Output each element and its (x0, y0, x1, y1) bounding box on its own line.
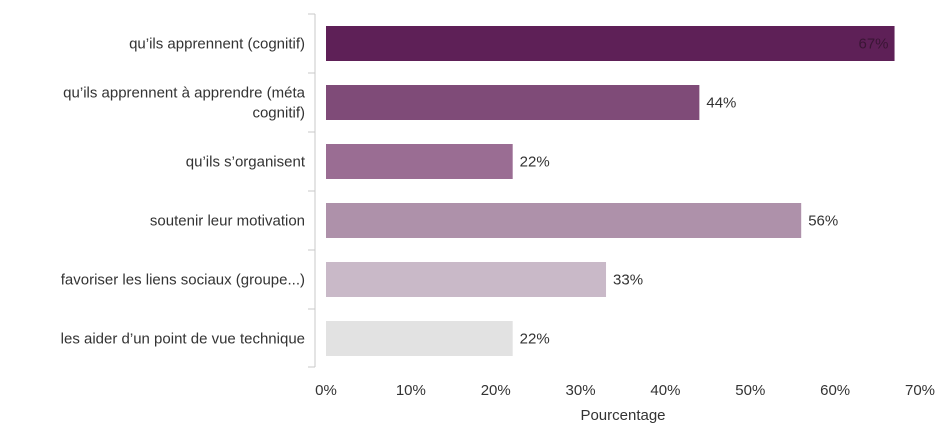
x-tick-label: 50% (735, 382, 765, 399)
category-label: qu’ils s’organisent (186, 154, 306, 171)
category-label: qu’ils apprennent (cognitif) (129, 36, 305, 53)
bar (326, 144, 513, 179)
category-label: qu’ils apprennent à apprendre (méta (63, 85, 305, 102)
bar (326, 262, 607, 297)
category-label: cognitif) (252, 105, 305, 122)
x-tick-label: 60% (820, 382, 850, 399)
x-axis-title: Pourcentage (580, 407, 665, 424)
category-label: soutenir leur motivation (150, 213, 305, 230)
bars (326, 26, 895, 356)
x-tick-label: 0% (315, 382, 337, 399)
x-tick-label: 30% (566, 382, 596, 399)
value-label: 22% (520, 331, 550, 348)
category-label: favoriser les liens sociaux (groupe...) (61, 272, 305, 289)
value-labels: 67% 44% 22% 56% 33% 22% (520, 36, 889, 348)
value-label: 67% (859, 36, 889, 53)
value-label: 44% (706, 95, 736, 112)
x-tick-label: 20% (481, 382, 511, 399)
bar (326, 85, 700, 120)
x-tick-labels: 0% 10% 20% 30% 40% 50% 60% 70% (315, 382, 935, 399)
x-tick-label: 10% (396, 382, 426, 399)
value-label: 56% (808, 213, 838, 230)
category-label: les aider d’un point de vue technique (61, 331, 305, 348)
bar (326, 321, 513, 356)
bar (326, 26, 895, 61)
x-tick-label: 70% (905, 382, 935, 399)
value-label: 22% (520, 154, 550, 171)
category-labels: qu’ils apprennent (cognitif) qu’ils appre… (61, 36, 306, 348)
value-label: 33% (613, 272, 643, 289)
x-tick-label: 40% (650, 382, 680, 399)
axes (308, 13, 316, 368)
bar (326, 203, 802, 238)
